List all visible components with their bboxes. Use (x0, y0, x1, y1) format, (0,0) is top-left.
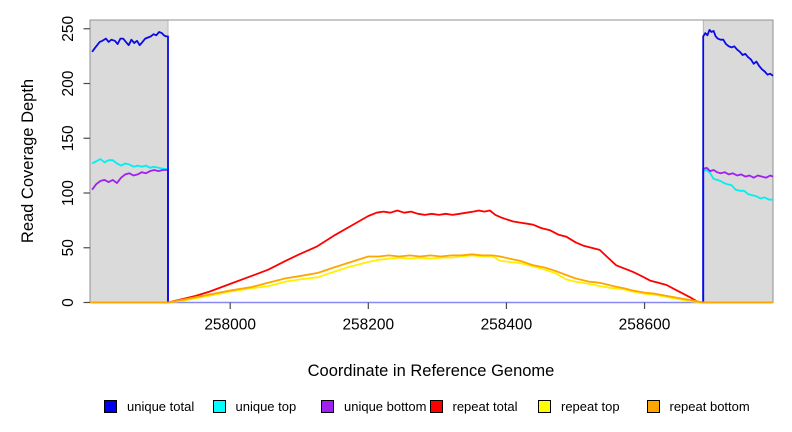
x-tick-label: 258200 (342, 317, 394, 334)
y-tick-label: 200 (60, 70, 77, 96)
legend-label: unique bottom (344, 399, 427, 414)
axis-ticks (83, 28, 646, 309)
series-lines (90, 28, 774, 304)
legend-label: repeat total (452, 399, 518, 414)
plot-svg: 258000 258200 258400 258600050100150200250 … (19, 15, 774, 380)
x-tick-label: 258000 (204, 317, 256, 334)
x-axis-label: Coordinate in Reference Genome (308, 362, 555, 380)
series-line-unique-bottom (91, 169, 169, 303)
x-tick-label: 258600 (619, 317, 671, 334)
series-line-repeat-top (167, 254, 704, 304)
x-tick-label: 258400 (481, 317, 533, 334)
y-tick-label: 100 (60, 180, 77, 206)
legend-label: unique top (235, 399, 297, 414)
legend-swatch-unique-top (212, 400, 226, 413)
legend-item-unique-total: unique total (104, 399, 213, 414)
legend-item-repeat-top: repeat top (538, 399, 647, 414)
legend-label: repeat top (561, 399, 620, 414)
legend-item-unique-top: unique top (212, 399, 322, 414)
plot-box (89, 19, 774, 303)
series-line-unique-total (91, 31, 169, 303)
series-line-unique-top (91, 158, 169, 303)
series-line-unique-top (702, 169, 773, 303)
shaded-region-flank-right (702, 19, 774, 303)
series-line-repeat-bottom (167, 253, 704, 304)
legend-swatch-repeat-bottom (646, 400, 660, 413)
y-tick-label: 150 (60, 125, 77, 151)
plot-box-border (89, 19, 774, 303)
legend-swatch-repeat-top (538, 400, 551, 413)
axis-tick-labels: 258000 258200 258400 258600 0 50 100 150 200 250 (60, 15, 671, 333)
legend-swatch-repeat-total (429, 400, 443, 413)
legend-item-unique-bottom: unique bottom (321, 399, 430, 414)
legend: unique total unique top unique bottom repea… (104, 399, 755, 414)
y-tick-label: 0 (60, 298, 77, 307)
y-tick-label: 250 (60, 15, 77, 41)
series-line-repeat-total (167, 209, 704, 304)
shaded-regions (89, 19, 774, 303)
y-axis-label: Read Coverage Depth (19, 79, 37, 243)
series-line-unique-bottom (702, 166, 774, 303)
legend-item-repeat-total: repeat total (429, 399, 539, 414)
legend-swatch-unique-total (104, 400, 117, 413)
legend-label: repeat bottom (669, 399, 750, 414)
legend-item-repeat-bottom: repeat bottom (646, 399, 756, 414)
y-tick-label: 50 (60, 239, 77, 257)
legend-swatch-unique-bottom (321, 400, 334, 413)
series-line-unique-total (702, 28, 774, 303)
legend-label: unique total (127, 399, 195, 414)
